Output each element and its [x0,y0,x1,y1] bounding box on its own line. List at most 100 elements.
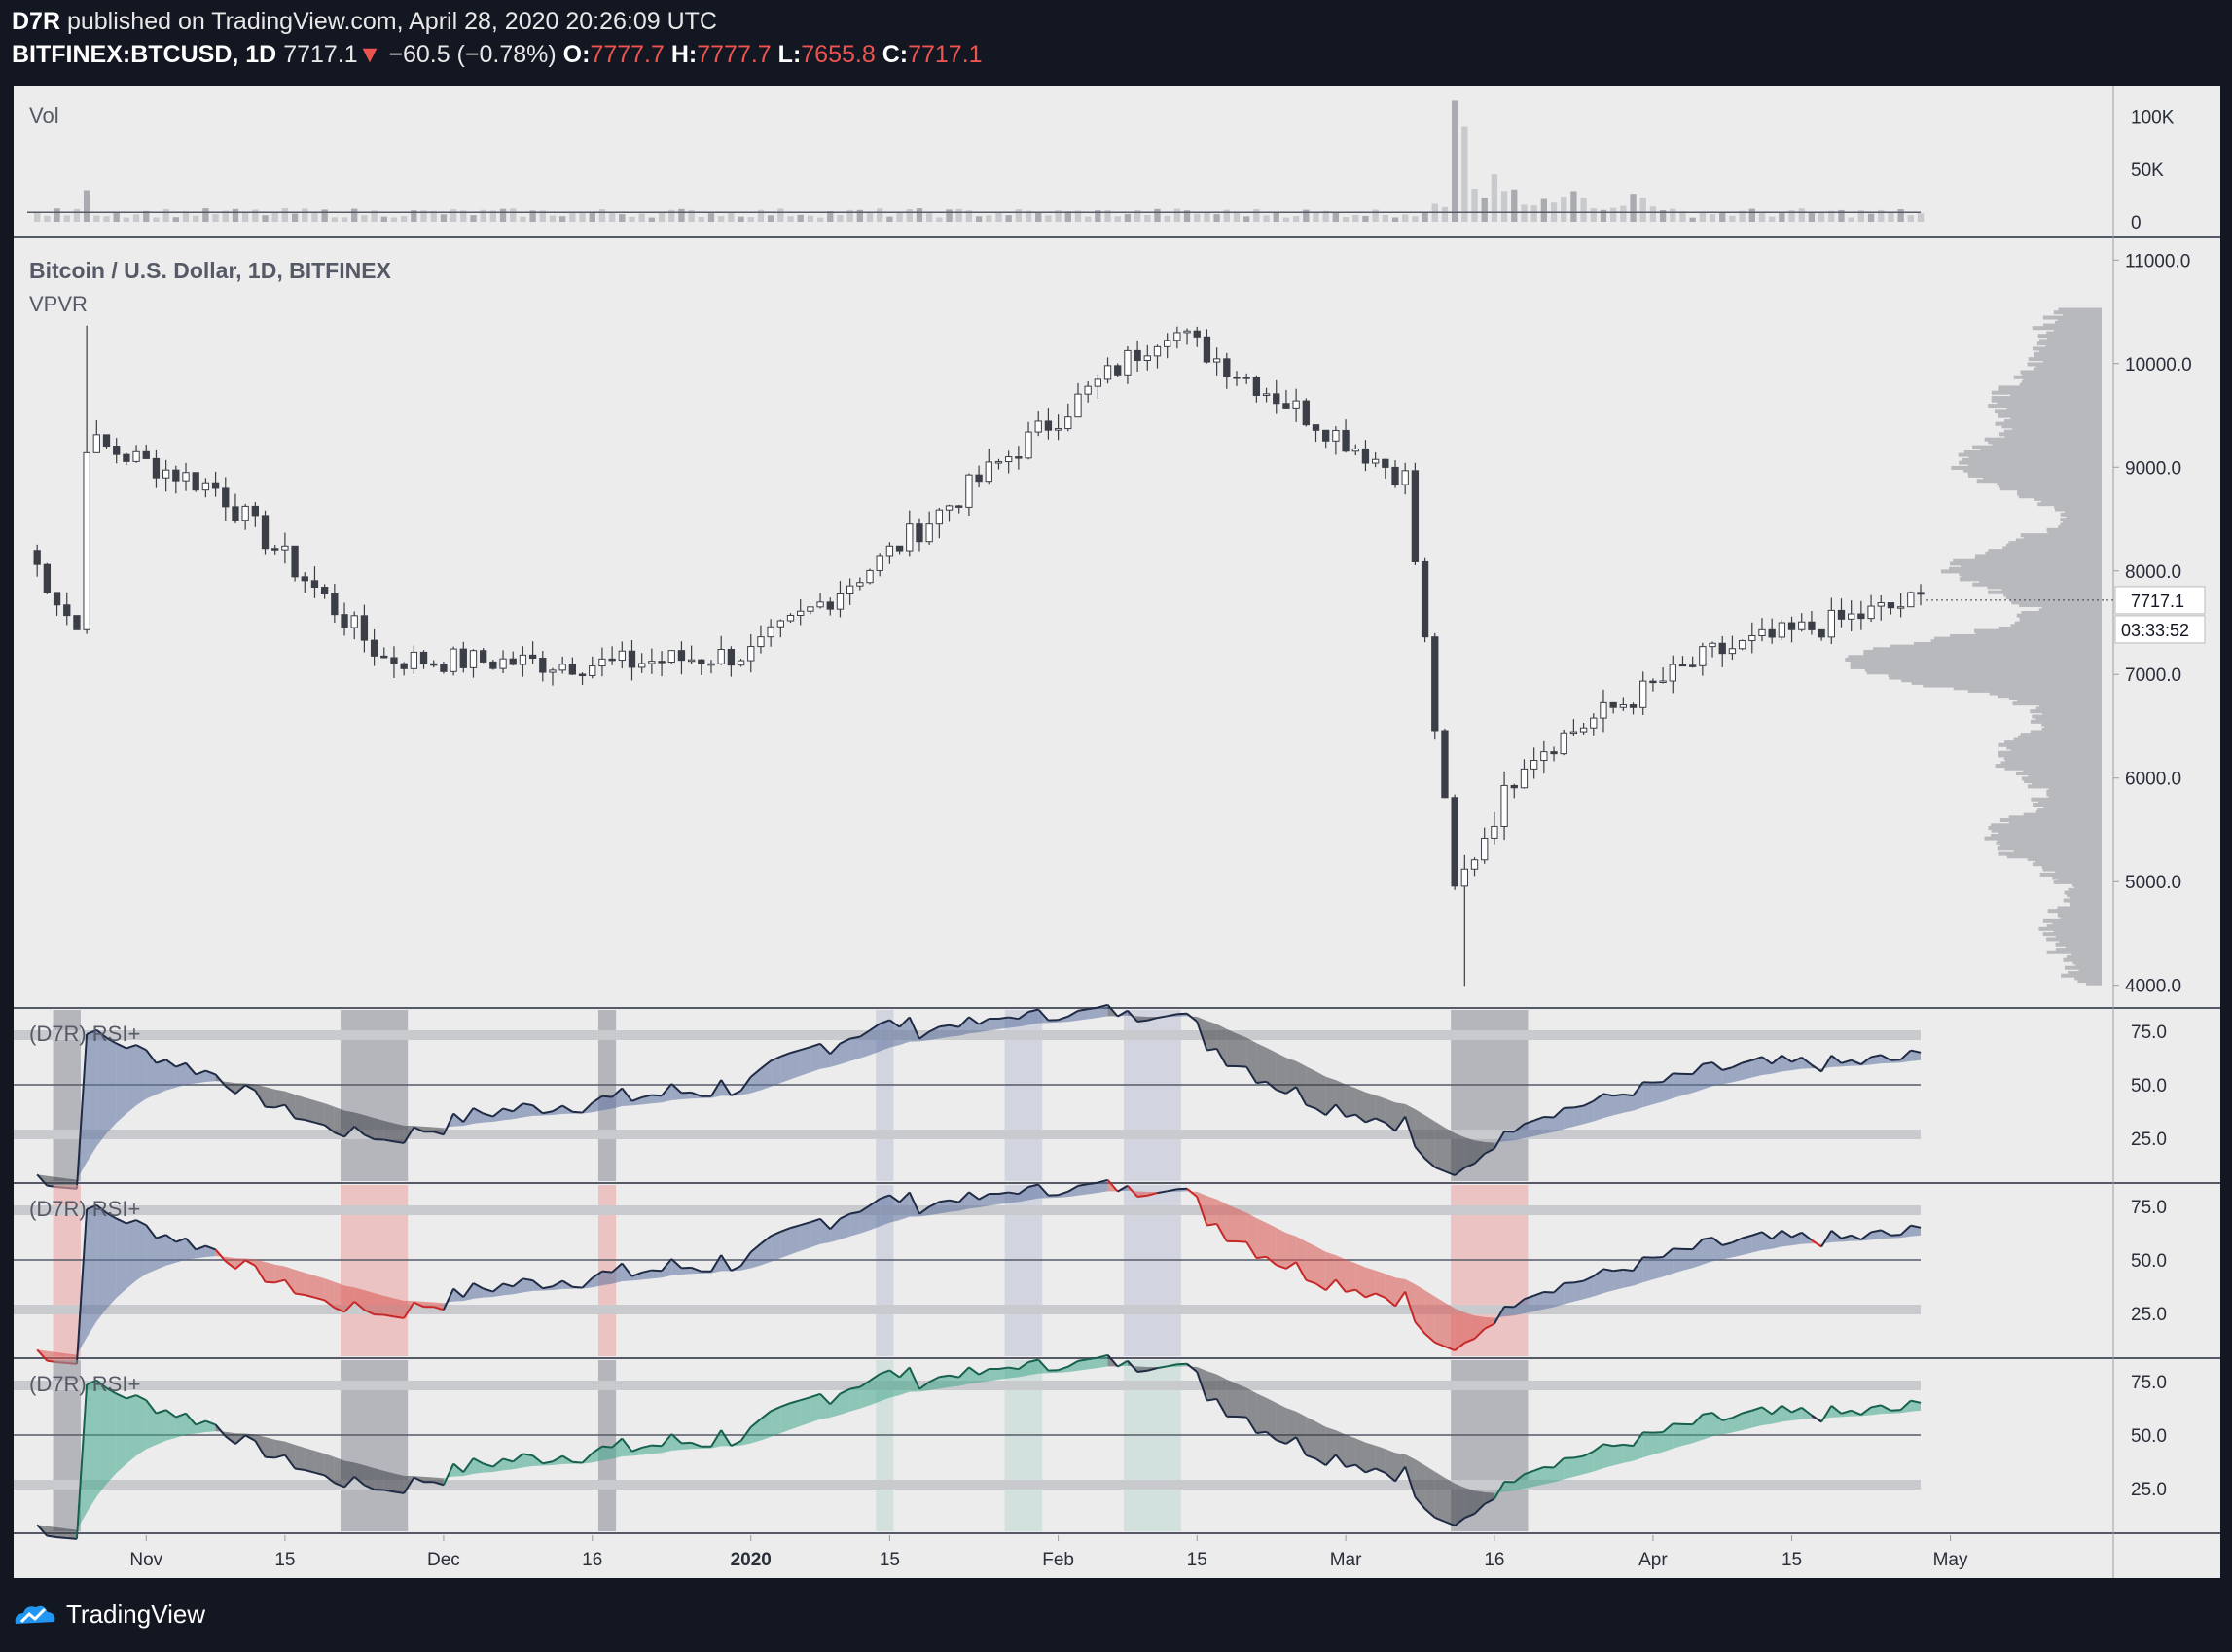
rsi-fill [393,1298,405,1318]
vpvr-bar [1864,667,2102,672]
rsi-line [294,1467,306,1471]
rsi-fill [1593,1444,1603,1472]
candle [1292,400,1300,409]
vpvr-bar [2004,434,2102,439]
rsi-fill [1355,1438,1366,1473]
rsi-fill [601,1446,613,1461]
vpvr-bar [2042,918,2102,923]
vpvr-bar [1923,683,2102,688]
rsi-line [1662,1422,1674,1433]
candle [1917,592,1925,595]
vpvr-bar [1996,841,2102,845]
volume-bar [995,212,1002,222]
vpvr-bar [2008,820,2102,825]
candle [310,580,319,589]
rsi-fill [1365,1442,1376,1473]
volume-bar [1530,205,1537,222]
volume-bar [906,208,913,222]
rsi-fill [305,1097,315,1123]
volume-bar [1620,205,1627,222]
rsi-fill [651,1095,663,1104]
rsi-fill [968,1017,980,1034]
rsi-fill [840,1038,850,1064]
rsi-fill [433,1127,444,1135]
rsi-line [512,1453,524,1463]
vpvr-bar [2068,887,2102,892]
rsi-line [1721,1241,1733,1246]
price-tick-label: 6000.0 [2125,770,2181,790]
volume-tick-label: 0 [2131,213,2142,233]
vpvr-bar [2003,429,2102,434]
vpvr-bar [2077,979,2102,984]
volume-bar [73,208,81,222]
rsi-line [1285,1436,1297,1445]
vpvr-bar [2034,859,2102,864]
rsi-line [1613,1268,1624,1273]
vpvr-bar [2063,898,2102,903]
rsi-line [552,1454,563,1463]
rsi-fill [760,1411,772,1441]
time-tick-label: Mar [1330,1550,1362,1570]
volume-bar [182,211,190,222]
rsi-fill [979,1194,990,1208]
vpvr-bar [2060,512,2102,517]
rsi-line [1067,1009,1079,1018]
rsi-line [1117,1184,1129,1193]
rsi-fill [1385,1274,1396,1307]
vpvr-bar [2034,496,2102,501]
vpvr-bar [2046,950,2102,954]
candle [509,658,517,665]
candle [717,648,725,664]
volume-tick-label: 100K [2131,108,2175,128]
rsi-line [691,1091,702,1097]
rsi-fill [1455,1308,1465,1351]
vpvr-label: VPVR [29,292,88,316]
current-price-label: 7717.1 [2131,592,2184,611]
rsi-line [601,1270,613,1274]
rsi-line [383,1489,395,1493]
rsi-fill [840,1388,850,1415]
vpvr-bar [2032,781,2102,786]
candle [390,657,398,664]
candle [162,469,170,479]
candle [1401,470,1409,485]
rsi-fill [958,1192,969,1211]
vpvr-bar [2034,351,2102,356]
rsi-line [156,1059,166,1064]
rsi-line [126,1044,137,1050]
volume-bar [837,215,844,222]
rsi-fill [1028,1184,1039,1201]
candle [241,505,249,521]
vpvr-bar [2042,359,2102,364]
rsi-fill [780,1403,791,1434]
rsi-fill [939,1375,950,1389]
rsi-line [1484,1322,1495,1330]
rsi-line [1830,1055,1843,1064]
vpvr-bar [1962,457,2102,462]
rsi-line [214,1073,227,1087]
rsi-fill [522,1278,533,1293]
rsi-line [274,1103,286,1109]
volume-bar [321,209,328,222]
rsi-line [1573,1279,1584,1284]
rsi-fill [165,1235,176,1266]
candle [1778,622,1786,638]
volume-bar [846,209,853,222]
vpvr-bar [2017,488,2102,493]
rsi-line [621,1087,633,1102]
rsi-line [1830,1405,1843,1415]
rsi-line [1305,1103,1316,1110]
rsi-line [433,1131,445,1136]
rsi-fill [423,1126,434,1132]
rsi-fill [929,1377,940,1391]
candle [826,601,834,610]
author-name[interactable]: D7R [12,8,61,35]
volume-bar [638,213,645,222]
rsi-fill [1504,1131,1515,1142]
rsi-line [1088,1356,1098,1361]
candle [1183,330,1191,334]
rsi-line [452,1287,464,1298]
vpvr-bar [2038,608,2102,613]
volume-bar [1511,189,1518,222]
